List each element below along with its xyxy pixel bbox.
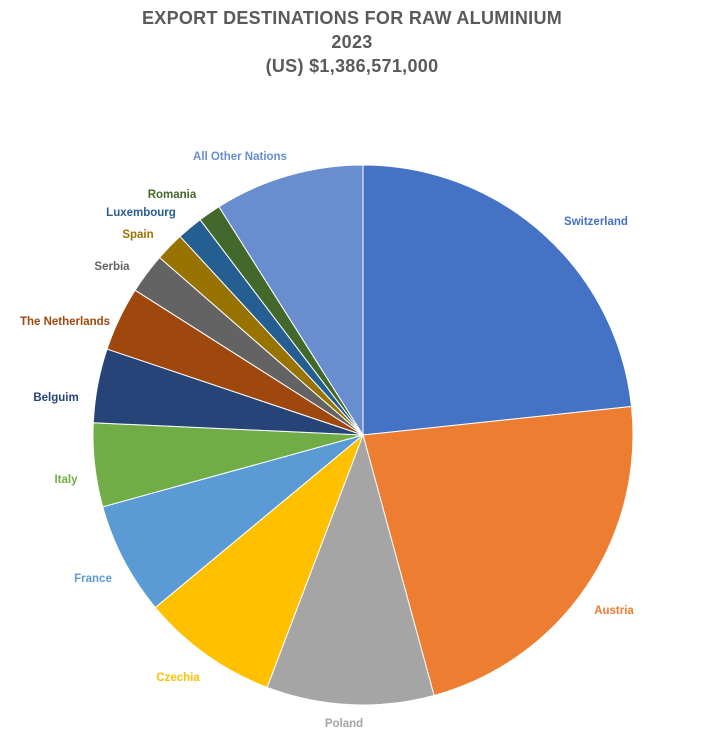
slice-label-france: France [74, 573, 112, 585]
chart-subtitle-total: (US) $1,386,571,000 [265, 56, 439, 76]
chart-subtitle-year: 2023 [331, 32, 373, 52]
pie-slice-switzerland [362, 164, 633, 436]
slice-label-the-netherlands: The Netherlands [20, 316, 110, 328]
labels-layer: Switzerland Austria Poland Czechia France Ita… [20, 151, 634, 730]
pie-slice-czechia [154, 433, 365, 689]
slice-label-czechia: Czechia [156, 672, 200, 684]
pie-slice-all-other-nations [218, 164, 364, 437]
slice-label-belguim: Belguim [33, 392, 78, 404]
slice-label-poland: Poland [325, 718, 363, 730]
slice-label-all-other-nations: All Other Nations [193, 151, 287, 163]
pie-slice-austria [362, 405, 634, 697]
chart-title: EXPORT DESTINATIONS FOR RAW ALUMINIUM [141, 8, 563, 28]
pie-slice-poland [266, 433, 435, 706]
slice-label-switzerland: Switzerland [564, 216, 628, 228]
chart-title-block: EXPORT DESTINATIONS FOR RAW ALUMINIUM 20… [0, 6, 704, 78]
slice-label-spain: Spain [122, 229, 153, 241]
slices-layer [92, 164, 634, 706]
pie-slice-france [102, 434, 364, 609]
slice-label-austria: Austria [594, 605, 634, 617]
slice-label-italy: Italy [54, 474, 78, 486]
slice-label-luxembourg: Luxembourg [106, 207, 176, 219]
slice-label-romania: Romania [148, 189, 197, 201]
slice-label-serbia: Serbia [94, 261, 130, 273]
